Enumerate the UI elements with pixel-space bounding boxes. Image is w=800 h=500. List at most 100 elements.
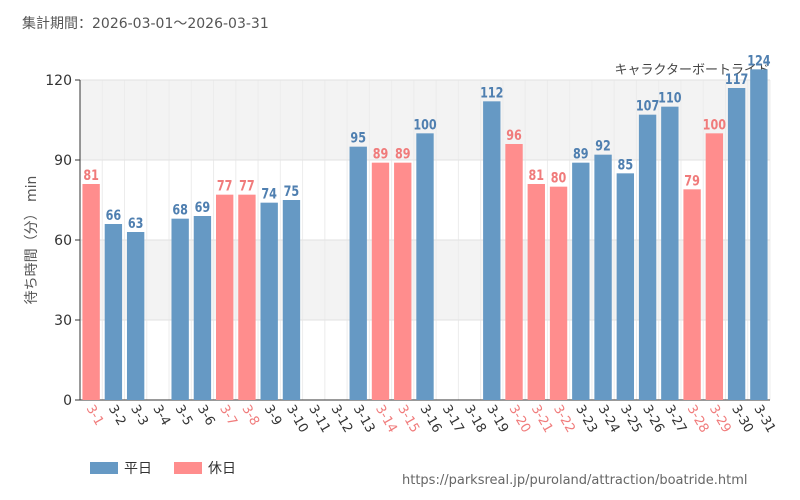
bar-value-label: 107 [636, 97, 659, 114]
y-tick-label: 30 [54, 313, 72, 329]
x-tick-label: 3-15 [394, 403, 422, 436]
x-tick-label: 3-3 [127, 403, 151, 429]
source-url[interactable]: https://parksreal.jp/puroland/attraction… [402, 473, 748, 488]
bar [82, 184, 100, 400]
y-tick-label: 90 [54, 153, 72, 169]
x-tick-label: 3-22 [550, 403, 578, 436]
bar [661, 106, 679, 401]
bar [638, 114, 657, 401]
bar [594, 154, 612, 400]
x-tick-label: 3-13 [350, 403, 378, 436]
bar-value-label: 96 [506, 127, 522, 144]
x-tick-label: 3-2 [105, 403, 129, 429]
x-tick-label: 3-24 [595, 403, 623, 436]
bar [193, 216, 212, 400]
bar-value-label: 110 [658, 89, 682, 106]
bar-value-label: 117 [725, 71, 748, 88]
bar-value-label: 75 [284, 183, 300, 200]
bar [260, 202, 278, 400]
x-tick-label: 3-9 [261, 403, 285, 429]
bar-value-label: 100 [413, 116, 437, 133]
x-tick-label: 3-5 [172, 403, 196, 429]
x-tick-label: 3-17 [439, 403, 467, 436]
bar-value-label: 81 [529, 167, 545, 184]
x-tick-label: 3-8 [238, 403, 262, 429]
legend-swatch-weekday [90, 462, 118, 474]
bar [171, 218, 189, 400]
x-tick-label: 3-12 [328, 403, 356, 436]
x-tick-label: 3-10 [283, 403, 311, 436]
x-tick-label: 3-25 [617, 403, 645, 436]
x-tick-label: 3-16 [417, 403, 445, 436]
bar-value-label: 89 [573, 145, 589, 162]
x-tick-label: 3-20 [506, 403, 534, 436]
bar-value-label: 92 [595, 137, 611, 154]
bar-value-label: 66 [106, 207, 122, 224]
x-tick-label: 3-18 [461, 403, 489, 436]
bar [683, 189, 701, 400]
bar-value-label: 77 [239, 177, 255, 194]
bar [349, 146, 367, 400]
y-axis-title: 待ち時間（分） min [24, 176, 40, 305]
bar-value-label: 89 [373, 145, 389, 162]
x-tick-label: 3-19 [483, 403, 511, 436]
y-tick-label: 120 [45, 73, 72, 89]
bar [394, 162, 412, 400]
bar [505, 144, 523, 400]
x-tick-label: 3-1 [83, 403, 107, 429]
bar [483, 101, 501, 400]
bar [416, 133, 434, 401]
bar-value-label: 63 [128, 215, 144, 232]
bar-value-label: 77 [217, 177, 233, 194]
y-tick-label: 0 [63, 393, 72, 409]
bar [238, 194, 256, 400]
x-tick-label: 3-27 [661, 403, 689, 436]
legend-swatch-holiday [174, 462, 202, 474]
legend-label-weekday: 平日 [124, 461, 152, 477]
legend-item-holiday[interactable]: 休日 [174, 458, 236, 478]
bar-value-label: 89 [395, 145, 411, 162]
bar-value-label: 100 [703, 116, 727, 133]
bar [616, 173, 635, 400]
bar [705, 133, 724, 401]
legend-item-weekday[interactable]: 平日 [90, 458, 152, 478]
bar [527, 184, 545, 400]
x-tick-label: 3-6 [194, 403, 218, 429]
x-tick-label: 3-23 [572, 403, 600, 436]
bar-value-label: 74 [261, 185, 277, 202]
bar-value-label: 112 [480, 84, 503, 101]
legend-label-holiday: 休日 [208, 461, 236, 477]
x-tick-label: 3-30 [728, 403, 756, 436]
bar [215, 194, 234, 400]
bar [549, 186, 568, 400]
bar [371, 162, 390, 400]
x-tick-label: 3-29 [706, 403, 734, 436]
bar-value-label: 95 [350, 129, 366, 146]
x-tick-label: 3-31 [750, 403, 778, 436]
bar-value-label: 81 [83, 167, 99, 184]
x-tick-label: 3-14 [372, 403, 400, 436]
bar-value-label: 80 [551, 169, 567, 186]
x-tick-label: 3-4 [149, 403, 173, 429]
x-tick-label: 3-26 [639, 403, 667, 436]
bar [750, 69, 768, 400]
bar [572, 162, 590, 400]
chart-title: キャラクターボートライド [615, 63, 770, 78]
period-label: 集計期間：2026-03-01〜2026-03-31 [22, 16, 269, 32]
bar-value-label: 69 [195, 199, 211, 216]
bar-value-label: 68 [172, 201, 188, 218]
bar [104, 224, 123, 400]
x-tick-label: 3-21 [528, 403, 556, 436]
bar-value-label: 85 [618, 156, 634, 173]
bar-value-label: 124 [747, 52, 771, 69]
bar [282, 200, 301, 400]
x-tick-label: 3-7 [216, 403, 240, 429]
y-tick-label: 60 [54, 233, 72, 249]
bar-value-label: 79 [684, 172, 700, 189]
legend: 平日 休日 [90, 458, 236, 478]
bar [126, 232, 145, 400]
x-tick-label: 3-28 [684, 403, 712, 436]
bar [727, 88, 746, 400]
